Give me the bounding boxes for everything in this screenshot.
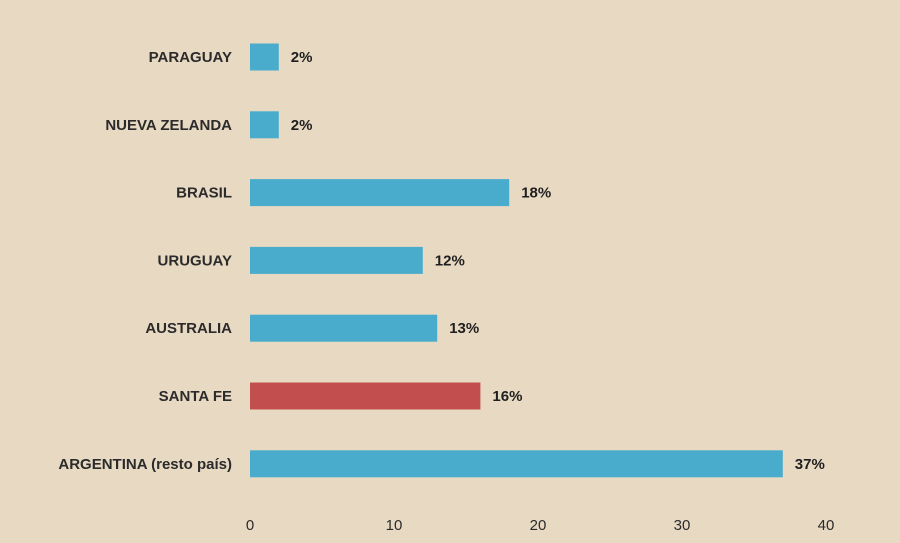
bar: [250, 179, 510, 207]
x-tick-label: 30: [674, 517, 691, 534]
category-label: BRASIL: [176, 185, 232, 202]
bar: [250, 382, 481, 410]
value-label: 2%: [291, 49, 313, 66]
category-label: AUSTRALIA: [145, 320, 232, 337]
value-label: 18%: [521, 185, 551, 202]
value-label: 2%: [291, 117, 313, 134]
x-tick-label: 40: [818, 517, 835, 534]
bar: [250, 43, 279, 71]
value-label: 37%: [795, 456, 825, 473]
category-label: PARAGUAY: [149, 49, 232, 66]
bar: [250, 314, 438, 342]
category-label: URUGUAY: [158, 252, 232, 269]
category-label: SANTA FE: [159, 388, 232, 405]
x-tick-label: 20: [530, 517, 547, 534]
category-label: NUEVA ZELANDA: [105, 117, 232, 134]
value-label: 16%: [492, 388, 522, 405]
x-tick-label: 0: [246, 517, 254, 534]
bar: [250, 111, 279, 139]
bar: [250, 450, 783, 478]
category-label: ARGENTINA (resto país): [58, 456, 232, 473]
value-label: 12%: [435, 252, 465, 269]
value-label: 13%: [449, 320, 479, 337]
x-tick-label: 10: [386, 517, 403, 534]
bar: [250, 246, 423, 274]
